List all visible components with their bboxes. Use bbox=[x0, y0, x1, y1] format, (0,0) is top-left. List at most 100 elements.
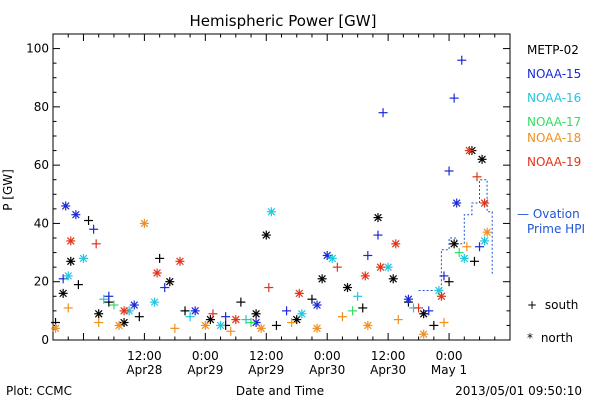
point-north-noaa-16 bbox=[327, 253, 337, 263]
point-south-noaa-15 bbox=[89, 224, 99, 234]
point-north-metp-02 bbox=[477, 154, 487, 164]
point-south-metp-02 bbox=[73, 280, 83, 290]
y-tick-label: 60 bbox=[34, 158, 49, 172]
point-north-metp-02 bbox=[449, 239, 459, 249]
x-tick-label-date: Apr30 bbox=[370, 363, 406, 377]
x-tick-label-date: Apr29 bbox=[187, 363, 223, 377]
point-north-noaa-16 bbox=[150, 297, 160, 307]
point-north-metp-02 bbox=[388, 274, 398, 284]
point-south-noaa-18 bbox=[439, 318, 449, 328]
legend-item-noaa18: NOAA-18 bbox=[527, 131, 582, 145]
point-south-noaa-18 bbox=[226, 326, 236, 336]
point-north-metp-02 bbox=[419, 309, 429, 319]
point-south-noaa-19 bbox=[332, 262, 342, 272]
point-north-noaa-16 bbox=[266, 207, 276, 217]
point-south-noaa-17 bbox=[348, 306, 358, 316]
point-south-noaa-15 bbox=[424, 306, 434, 316]
y-axis-ticks: 0 20 40 60 80 100 bbox=[26, 42, 510, 347]
point-south-noaa-17 bbox=[246, 318, 256, 328]
y-tick-label: 40 bbox=[34, 216, 49, 230]
x-tick-label-time: 12:00 bbox=[127, 349, 162, 363]
point-north-noaa-15 bbox=[452, 198, 462, 208]
point-north-noaa-15 bbox=[61, 201, 71, 211]
ovation-hpi-layer bbox=[418, 179, 495, 291]
point-south-noaa-18 bbox=[63, 303, 73, 313]
point-north-noaa-19 bbox=[175, 256, 185, 266]
point-north-metp-02 bbox=[373, 213, 383, 223]
point-north-noaa-15 bbox=[129, 300, 139, 310]
point-north-metp-02 bbox=[66, 256, 76, 266]
point-north-noaa-18 bbox=[256, 323, 266, 333]
point-north-noaa-18 bbox=[419, 329, 429, 339]
point-south-noaa-18 bbox=[170, 323, 180, 333]
point-north-noaa-18 bbox=[139, 218, 149, 228]
chart-title: Hemispheric Power [GW] bbox=[190, 12, 377, 30]
point-north-noaa-16 bbox=[78, 253, 88, 263]
point-north-metp-02 bbox=[292, 315, 302, 325]
legend-south: + south bbox=[527, 298, 578, 312]
y-tick-label: 0 bbox=[41, 333, 49, 347]
point-north-noaa-15 bbox=[312, 300, 322, 310]
x-axis-label: Date and Time bbox=[235, 384, 325, 398]
legend-north-label: north bbox=[540, 331, 574, 345]
point-south-noaa-18 bbox=[462, 242, 472, 252]
x-tick-label-time: 0:00 bbox=[192, 349, 219, 363]
point-north-noaa-19 bbox=[480, 198, 490, 208]
plus-icon: + bbox=[527, 298, 538, 312]
point-north-noaa-15 bbox=[403, 294, 413, 304]
x-tick-label-date: Apr30 bbox=[309, 363, 345, 377]
point-south-noaa-15 bbox=[104, 291, 114, 301]
point-south-metp-02 bbox=[469, 256, 479, 266]
point-south-noaa-19 bbox=[414, 303, 424, 313]
point-south-noaa-15 bbox=[475, 242, 485, 252]
point-south-noaa-18 bbox=[337, 312, 347, 322]
point-north-noaa-18 bbox=[312, 323, 322, 333]
legend-item-noaa16: NOAA-16 bbox=[527, 91, 582, 105]
point-south-noaa-15 bbox=[160, 283, 170, 293]
x-tick-label-time: 0:00 bbox=[436, 349, 463, 363]
point-north-metp-02 bbox=[251, 309, 261, 319]
point-south-noaa-16 bbox=[353, 291, 363, 301]
point-north-noaa-18 bbox=[363, 320, 373, 330]
point-south-noaa-15 bbox=[221, 312, 231, 322]
x-tick-label-date: May 1 bbox=[431, 363, 467, 377]
point-south-metp-02 bbox=[236, 297, 246, 307]
legend-north: * north bbox=[527, 331, 573, 345]
point-north-noaa-18 bbox=[51, 323, 61, 333]
x-tick-label-date: Apr29 bbox=[248, 363, 284, 377]
legend-south-label: south bbox=[544, 298, 579, 312]
point-south-metp-02 bbox=[180, 306, 190, 316]
point-south-noaa-17 bbox=[109, 300, 119, 310]
point-north-metp-02 bbox=[261, 230, 271, 240]
point-south-noaa-15 bbox=[282, 306, 292, 316]
x-axis-ticks: 12:00Apr280:00Apr2912:00Apr290:00Apr3012… bbox=[52, 34, 511, 377]
point-south-noaa-15 bbox=[439, 271, 449, 281]
point-south-noaa-18 bbox=[287, 318, 297, 328]
y-tick-label: 20 bbox=[34, 275, 49, 289]
data-points-layer bbox=[51, 55, 492, 339]
point-south-noaa-19 bbox=[208, 309, 218, 319]
point-north-noaa-19 bbox=[119, 306, 129, 316]
point-south-noaa-15 bbox=[449, 93, 459, 103]
point-south-noaa-15 bbox=[444, 166, 454, 176]
legend-ovation-line2: Prime HPI bbox=[527, 222, 585, 236]
point-south-noaa-19 bbox=[264, 283, 274, 293]
y-tick-label: 100 bbox=[26, 42, 49, 56]
point-north-noaa-16 bbox=[459, 253, 469, 263]
y-axis-label: P [GW] bbox=[1, 169, 15, 211]
point-north-noaa-19 bbox=[376, 262, 386, 272]
point-north-noaa-19 bbox=[152, 268, 162, 278]
point-south-metp-02 bbox=[444, 277, 454, 287]
point-north-noaa-19 bbox=[436, 291, 446, 301]
point-north-noaa-16 bbox=[297, 309, 307, 319]
point-south-noaa-16 bbox=[185, 312, 195, 322]
point-north-noaa-16 bbox=[383, 262, 393, 272]
x-tick-label-time: 12:00 bbox=[249, 349, 284, 363]
point-south-noaa-16 bbox=[241, 315, 251, 325]
point-north-noaa-18 bbox=[200, 320, 210, 330]
point-north-noaa-19 bbox=[231, 315, 241, 325]
legend-item-noaa15: NOAA-15 bbox=[527, 67, 582, 81]
point-south-metp-02 bbox=[271, 320, 281, 330]
point-south-noaa-15 bbox=[378, 108, 388, 118]
